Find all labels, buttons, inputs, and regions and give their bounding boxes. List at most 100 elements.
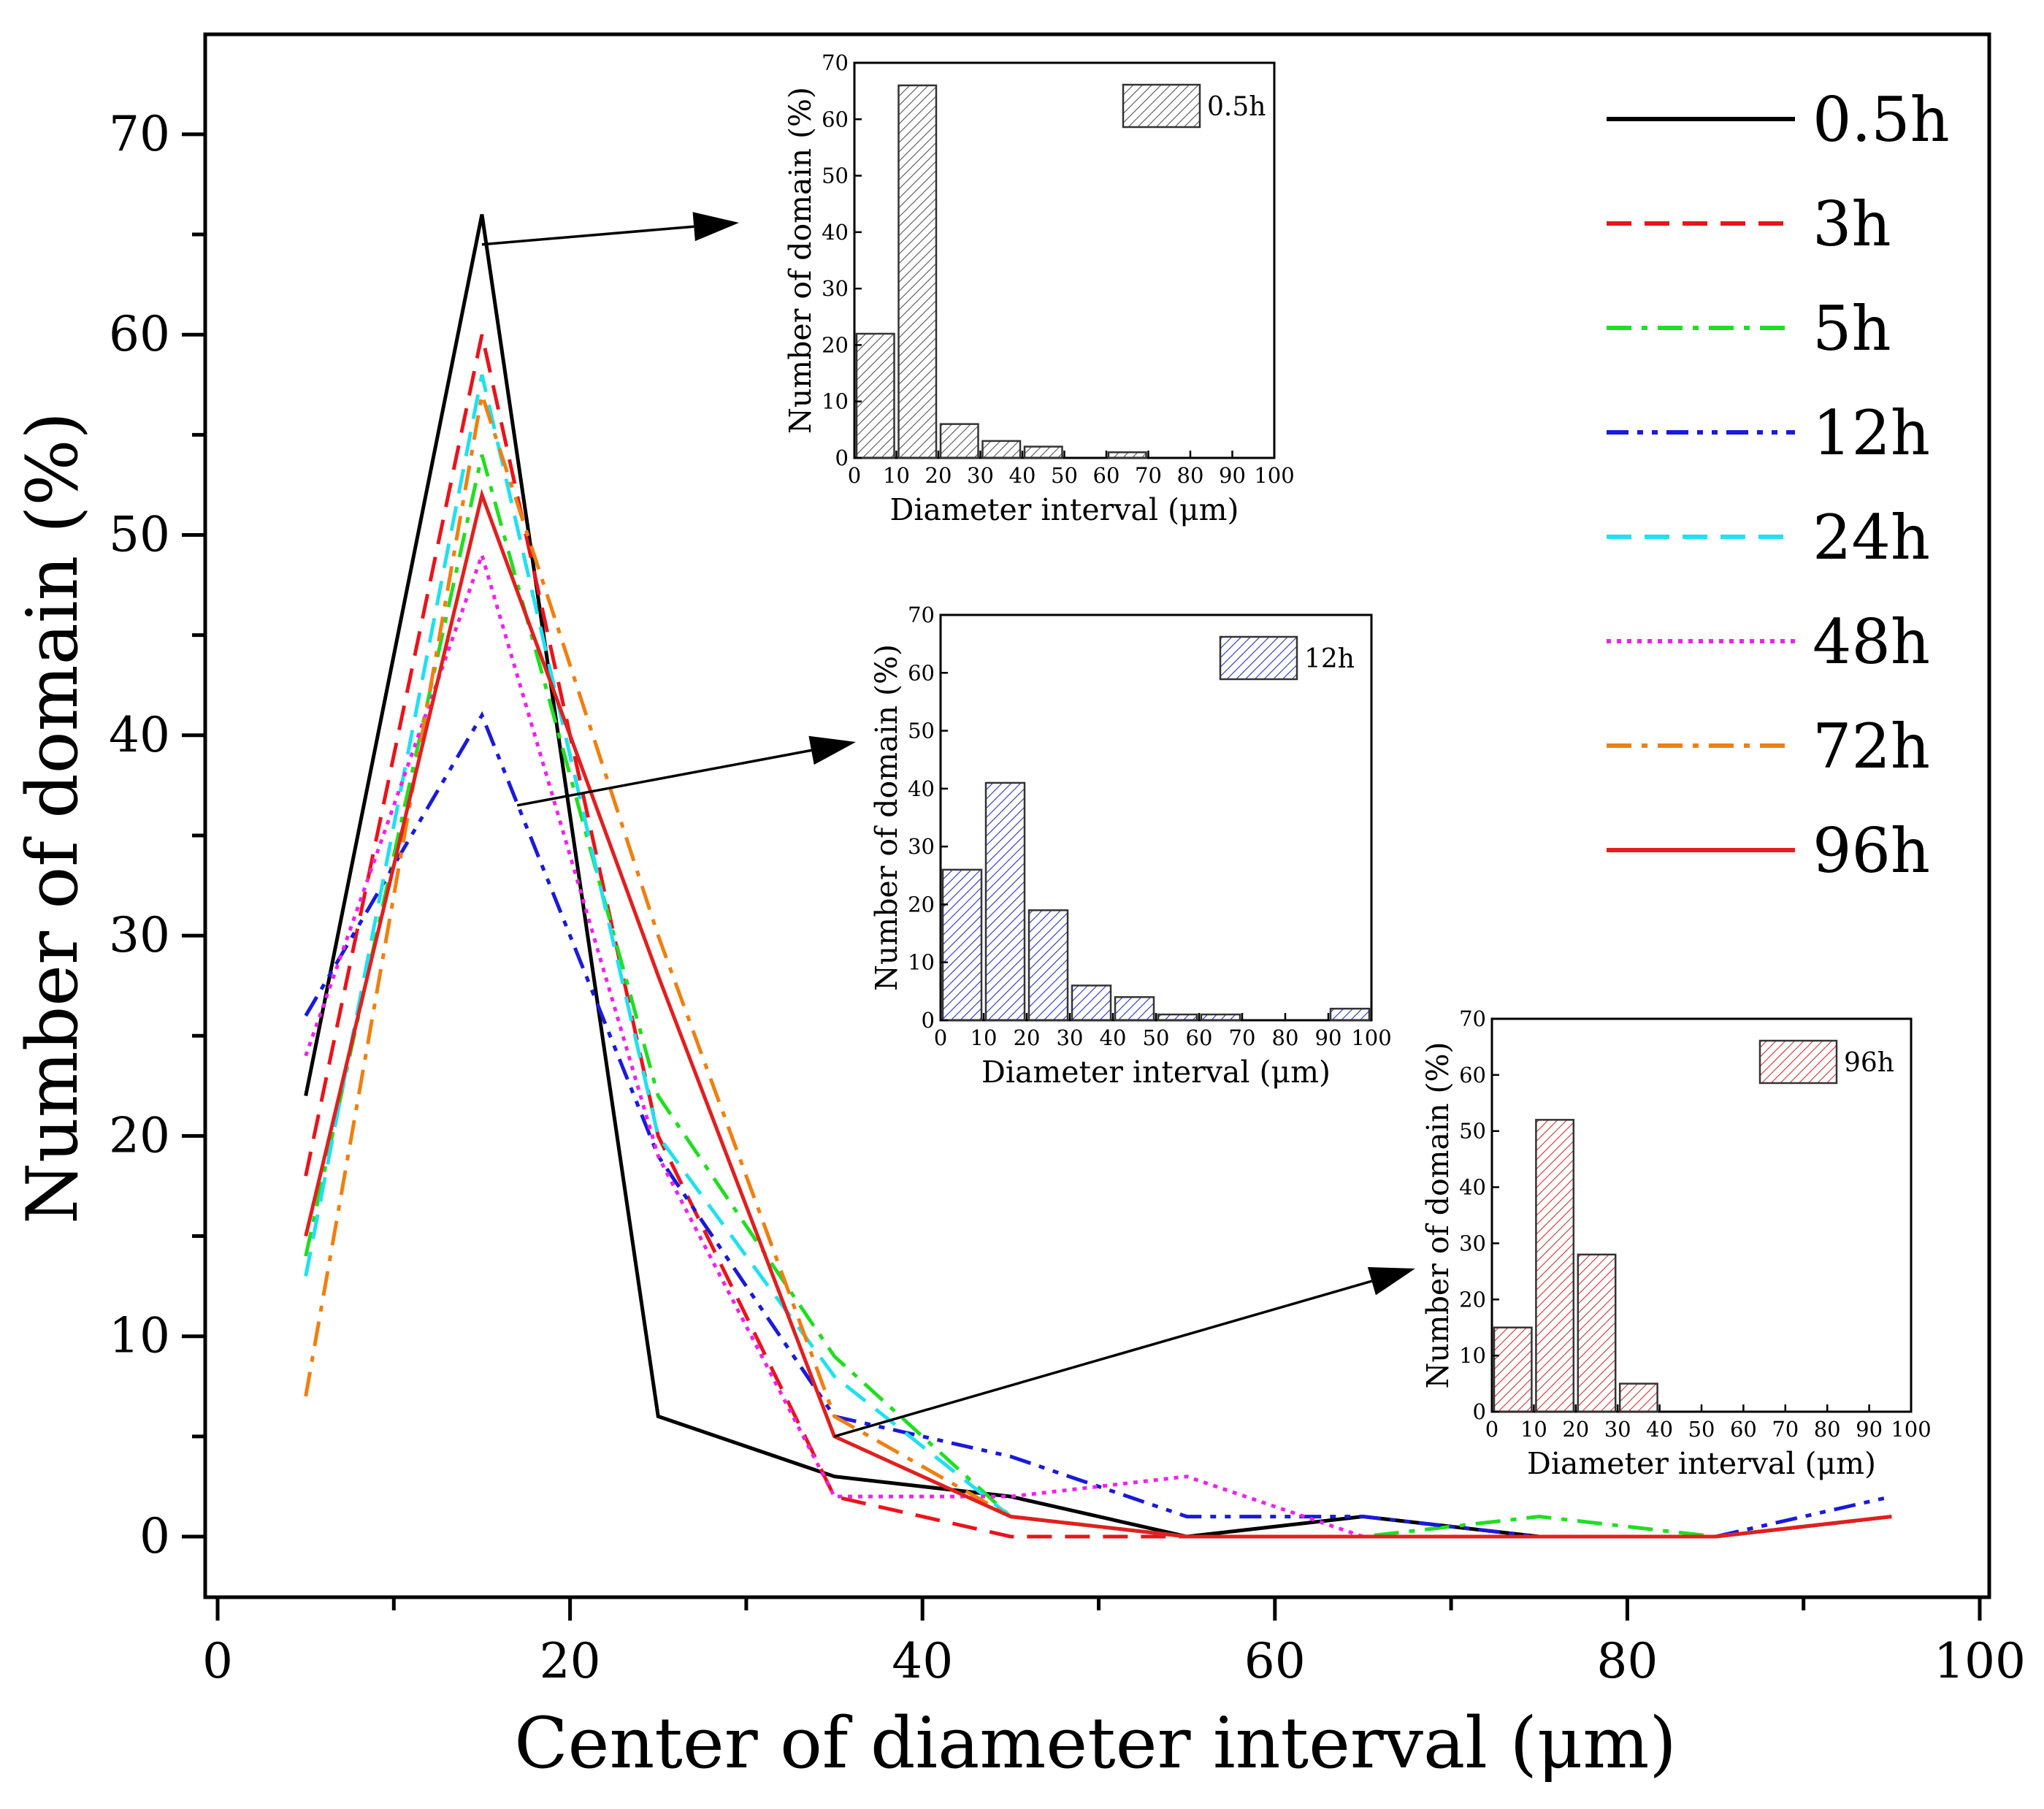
inset-y-tick-label: 50 bbox=[1459, 1119, 1486, 1144]
axis-ticks bbox=[182, 132, 1982, 1621]
inset-x-axis-label: Diameter interval (μm) bbox=[1527, 1446, 1876, 1481]
inset-y-tick-label: 30 bbox=[908, 834, 935, 859]
y-tick-label: 20 bbox=[109, 1107, 170, 1163]
inset-bar bbox=[1114, 996, 1155, 1022]
inset-chart-12h: 0 10 20 30 40 50 60 70 80 90 100 0 10 20 30 40 50 60 70 Dia… bbox=[869, 603, 1392, 1090]
inset-legend-swatch bbox=[1122, 83, 1201, 129]
inset-x-axis-label: Diameter interval (μm) bbox=[889, 492, 1239, 527]
inset-x-tick-label: 90 bbox=[1856, 1417, 1883, 1442]
inset-x-tick-label: 0 bbox=[934, 1025, 947, 1050]
y-tick-label: 50 bbox=[109, 507, 170, 563]
inset-y-tick-label: 0 bbox=[835, 445, 849, 470]
inset-bar bbox=[1577, 1253, 1617, 1413]
inset-x-tick-label: 30 bbox=[1057, 1025, 1084, 1050]
inset-y-tick-label: 40 bbox=[908, 776, 935, 801]
y-tick-label: 40 bbox=[109, 707, 170, 763]
inset-y-tick-label: 70 bbox=[908, 603, 935, 627]
legend-label: 3h bbox=[1813, 188, 1891, 260]
x-tick-label: 0 bbox=[202, 1633, 233, 1689]
inset-y-tick-label: 40 bbox=[822, 220, 849, 245]
annotation-arrow-line bbox=[516, 749, 812, 807]
inset-legend-swatch bbox=[1758, 1039, 1838, 1085]
inset-y-tick-label: 10 bbox=[908, 950, 935, 975]
legend-label: 12h bbox=[1813, 397, 1930, 469]
inset-x-tick-label: 80 bbox=[1814, 1417, 1841, 1442]
y-tick-label: 30 bbox=[109, 907, 170, 963]
inset-bar bbox=[1023, 445, 1063, 459]
inset-bar bbox=[1618, 1382, 1658, 1413]
inset-y-tick-label: 0 bbox=[1473, 1399, 1486, 1424]
inset-x-tick-label: 40 bbox=[1100, 1025, 1127, 1050]
inset-x-tick-label: 0 bbox=[848, 463, 861, 488]
inset-x-axis-label: Diameter interval (μm) bbox=[981, 1055, 1331, 1090]
inset-x-tick-label: 20 bbox=[1014, 1025, 1041, 1050]
inset-x-tick-label: 100 bbox=[1891, 1417, 1931, 1442]
inset-bar bbox=[1329, 1007, 1371, 1022]
annotation-arrow-head bbox=[1367, 1266, 1415, 1296]
inset-x-tick-label: 60 bbox=[1093, 463, 1120, 488]
legend-label: 72h bbox=[1813, 711, 1930, 782]
inset-bar bbox=[1157, 1013, 1198, 1022]
inset-y-tick-label: 60 bbox=[822, 107, 849, 131]
inset-x-tick-label: 50 bbox=[1051, 463, 1078, 488]
inset-legend-label: 0.5h bbox=[1207, 92, 1266, 122]
inset-y-tick-label: 20 bbox=[822, 332, 849, 357]
inset-x-tick-label: 50 bbox=[1143, 1025, 1170, 1050]
inset-chart-0.5h: 0 10 20 30 40 50 60 70 80 90 100 0 10 20 30 40 50 60 70 Dia… bbox=[783, 50, 1295, 527]
inset-x-tick-label: 50 bbox=[1688, 1417, 1715, 1442]
inset-x-tick-label: 30 bbox=[1604, 1417, 1631, 1442]
y-axis-tick-labels: 0 10 20 30 40 50 60 70 bbox=[109, 106, 170, 1564]
inset-x-tick-label: 10 bbox=[1520, 1417, 1547, 1442]
x-tick-label: 20 bbox=[540, 1633, 601, 1689]
inset-x-tick-label: 90 bbox=[1219, 463, 1246, 488]
inset-x-tick-label: 20 bbox=[1562, 1417, 1589, 1442]
inset-x-tick-label: 100 bbox=[1351, 1025, 1391, 1050]
inset-y-tick-label: 70 bbox=[1459, 1006, 1486, 1031]
annotation-arrow-line bbox=[481, 225, 694, 246]
inset-x-tick-label: 80 bbox=[1272, 1025, 1299, 1050]
inset-y-axis-label: Number of domain (%) bbox=[783, 87, 818, 434]
inset-x-tick-label: 20 bbox=[925, 463, 952, 488]
inset-y-tick-label: 40 bbox=[1459, 1175, 1486, 1200]
inset-bar bbox=[897, 84, 938, 459]
inset-x-tick-label: 100 bbox=[1254, 463, 1294, 488]
inset-x-tick-label: 10 bbox=[971, 1025, 998, 1050]
inset-y-tick-label: 70 bbox=[822, 50, 849, 75]
annotation-arrow-head bbox=[808, 735, 856, 765]
inset-legend-label: 12h bbox=[1304, 644, 1355, 674]
x-tick-label: 100 bbox=[1934, 1633, 2026, 1689]
inset-legend-swatch bbox=[1219, 635, 1298, 681]
inset-y-tick-label: 20 bbox=[1459, 1287, 1486, 1312]
inset-bar bbox=[855, 332, 895, 459]
inset-bar bbox=[1493, 1326, 1533, 1413]
inset-bar bbox=[939, 423, 979, 459]
inset-x-tick-label: 70 bbox=[1772, 1417, 1799, 1442]
inset-y-tick-label: 50 bbox=[908, 719, 935, 743]
series-lines bbox=[304, 214, 1892, 1539]
inset-y-tick-label: 0 bbox=[922, 1008, 935, 1033]
legend-label: 48h bbox=[1813, 606, 1930, 678]
inset-bar bbox=[984, 781, 1026, 1022]
y-axis-label: Number of domain (%) bbox=[12, 412, 93, 1224]
inset-charts: 0 10 20 30 40 50 60 70 80 90 100010203040506070Dia… bbox=[783, 50, 1932, 1481]
inset-x-tick-label: 40 bbox=[1646, 1417, 1673, 1442]
series-line-24h bbox=[304, 374, 1892, 1539]
annotation-arrows bbox=[481, 212, 1415, 1438]
inset-bar bbox=[941, 868, 983, 1022]
y-tick-label: 10 bbox=[109, 1308, 170, 1364]
x-tick-label: 80 bbox=[1596, 1633, 1658, 1689]
legend-label: 24h bbox=[1813, 502, 1930, 573]
inset-bar bbox=[981, 440, 1022, 459]
inset-bar bbox=[1200, 1013, 1241, 1022]
inset-x-tick-label: 60 bbox=[1186, 1025, 1213, 1050]
inset-x-tick-label: 70 bbox=[1135, 463, 1162, 488]
inset-y-axis-label: Number of domain (%) bbox=[869, 644, 904, 991]
inset-x-tick-label: 40 bbox=[1009, 463, 1036, 488]
inset-x-tick-label: 80 bbox=[1177, 463, 1204, 488]
inset-legend-label: 96h bbox=[1844, 1048, 1894, 1078]
inset-y-tick-label: 60 bbox=[908, 660, 935, 685]
inset-x-tick-label: 90 bbox=[1315, 1025, 1342, 1050]
x-axis-label: Center of diameter interval (μm) bbox=[514, 1702, 1677, 1784]
legend-label: 96h bbox=[1813, 815, 1930, 887]
